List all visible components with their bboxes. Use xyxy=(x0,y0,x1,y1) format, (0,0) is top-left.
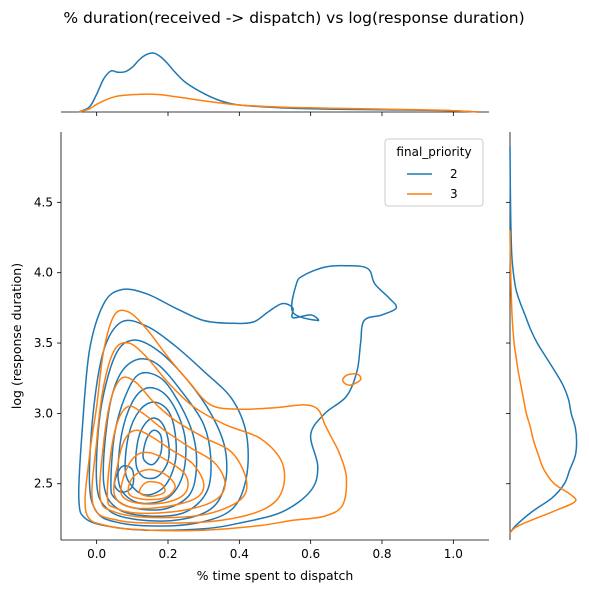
y-tick-label: 3.0 xyxy=(34,406,53,420)
y-axis-label: log (response duration) xyxy=(9,263,24,409)
x-tick-label: 1.0 xyxy=(444,547,463,561)
marginal-x-density-priority-3 xyxy=(78,93,479,113)
legend-label-priority-3: 3 xyxy=(450,187,458,201)
kde-contour-priority-2-level-3 xyxy=(95,339,228,522)
kde-contour-priority-3-level-3 xyxy=(99,376,248,519)
joint-kde-plot: 0.0 0.2 0.4 0.6 0.8 1.0 2.5 3.0 3.5 4.0 4.5 xyxy=(34,132,489,561)
kde-contour-priority-3-level-8 xyxy=(138,480,166,498)
x-axis-label: % time spent to dispatch xyxy=(197,568,354,583)
kde-contour-priority-3-level-2 xyxy=(91,341,286,524)
y-tick-label: 4.5 xyxy=(34,195,53,209)
x-tick-label: 0.2 xyxy=(158,547,177,561)
kde-contour-priority-3-level-9 xyxy=(341,373,362,386)
kde-contour-priority-2-level-9 xyxy=(142,429,163,466)
x-tick-label: 0.6 xyxy=(301,547,320,561)
y-tick-label: 3.5 xyxy=(34,336,53,350)
y-tick-label: 2.5 xyxy=(34,477,53,491)
legend-title: final_priority xyxy=(396,145,471,159)
x-tick-label: 0.4 xyxy=(230,547,249,561)
chart-title: % duration(received -> dispatch) vs log(… xyxy=(63,9,524,27)
right-marginal-plot xyxy=(506,132,578,540)
kde-contour-priority-3-level-4 xyxy=(106,405,226,515)
kde-contour-priority-3-level-6 xyxy=(120,451,189,505)
kde-contour-priority-3-level-1 xyxy=(84,309,348,532)
marginal-x-density-priority-2 xyxy=(78,52,479,113)
legend-box xyxy=(384,138,484,207)
x-tick-label: 0.8 xyxy=(372,547,391,561)
marginal-y-density-priority-3 xyxy=(509,230,577,534)
legend: final_priority 2 3 xyxy=(384,138,484,207)
y-tick-label: 4.0 xyxy=(34,266,53,280)
kde-contour-priority-3-level-7 xyxy=(127,468,176,501)
legend-label-priority-2: 2 xyxy=(450,167,458,181)
kde-contour-priority-2-level-2 xyxy=(88,319,249,527)
kde-contour-priority-2-level-1 xyxy=(77,264,398,531)
kde-contour-priority-2-level-8 xyxy=(135,417,170,480)
kde-contour-priority-3-level-5 xyxy=(113,429,205,510)
kde-contour-priority-2-level-4 xyxy=(102,358,212,517)
x-tick-label: 0.0 xyxy=(87,547,106,561)
marginal-y-density-priority-2 xyxy=(509,146,578,534)
top-marginal-plot xyxy=(61,52,489,116)
